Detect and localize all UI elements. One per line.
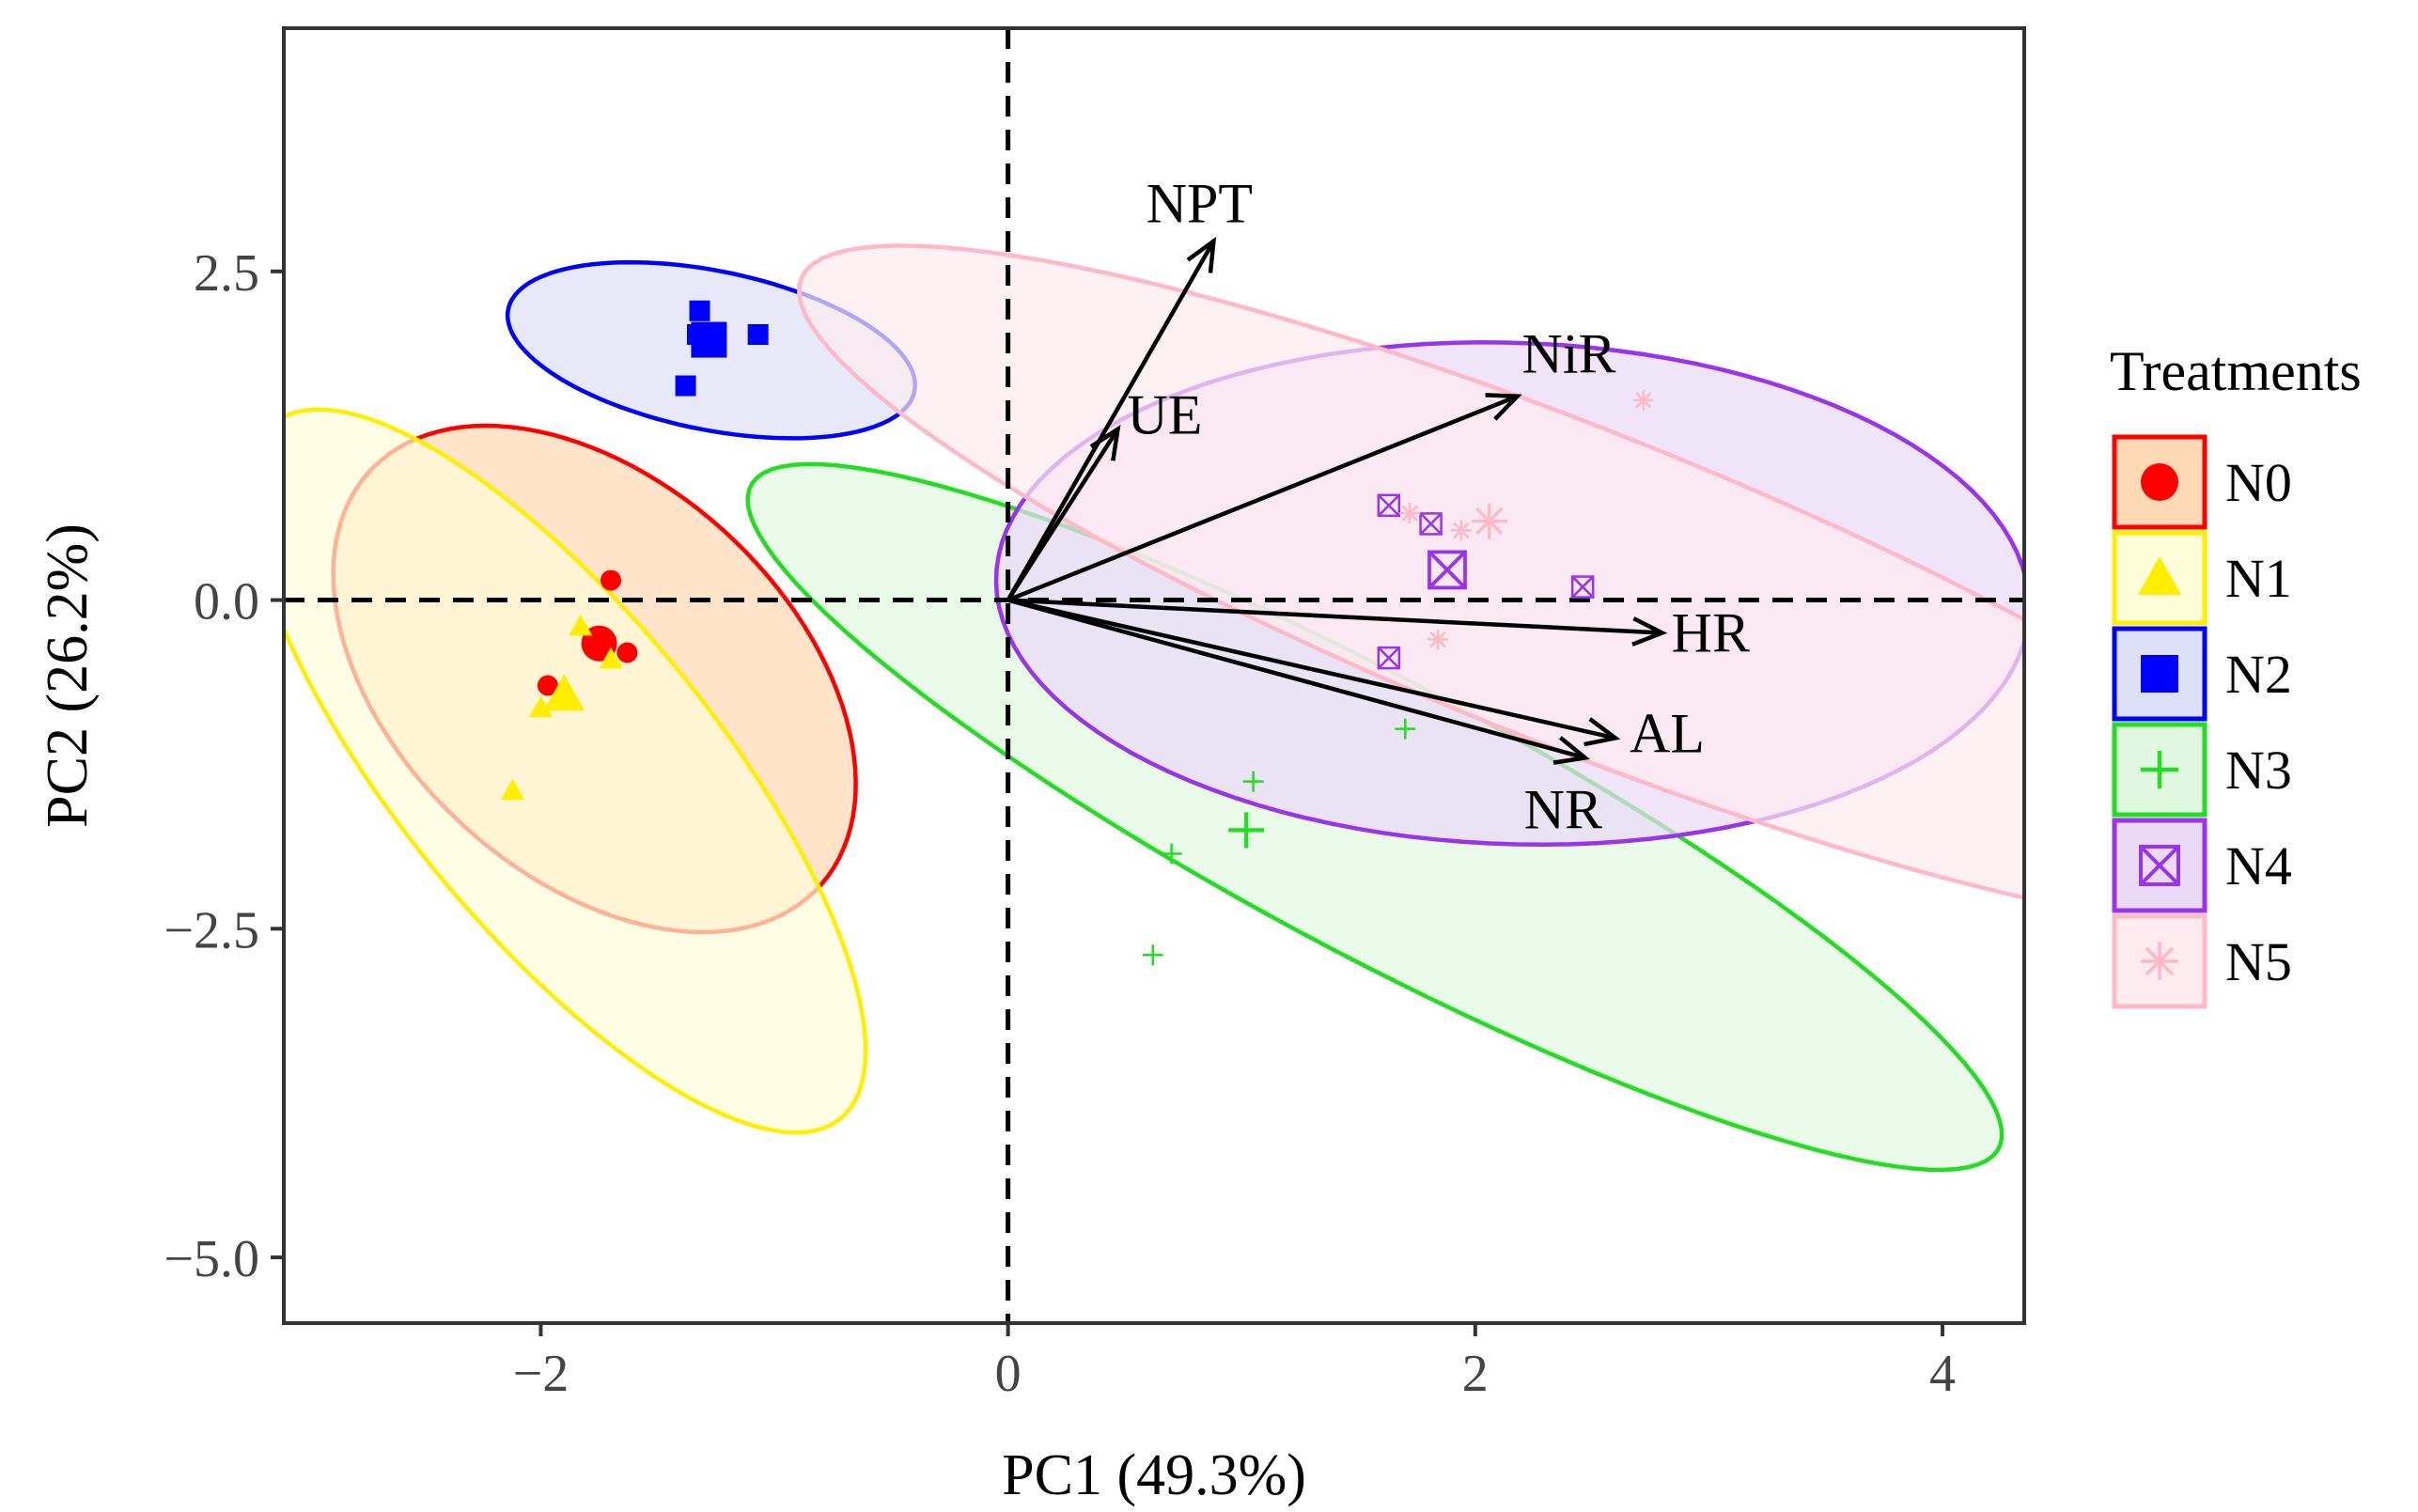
point-n4 [1419,512,1443,536]
loading-nr [1007,598,1590,765]
point-n2 [675,375,696,397]
legend-label-n2: N2 [2225,644,2292,705]
ellipse-n5 [797,243,2024,900]
legend-item-n0: N0 [2112,434,2292,530]
loading-nir [1006,393,1522,602]
legend-label-n1: N1 [2225,548,2292,609]
point-n4 [1377,493,1401,518]
x-axis-label: PC1 (49.3%) [1002,1443,1306,1507]
data-points [500,300,1654,966]
point-n5 [1450,520,1472,541]
point-n1 [569,614,593,636]
centroid-n5 [1471,503,1507,539]
y-axis-label: PC2 (26.2%) [36,523,100,828]
centroid-n1 [543,674,585,711]
point-n0 [616,642,638,663]
point-n1 [599,647,623,669]
y-tick-label: −5.0 [164,1230,259,1288]
loading-label-hr: HR [1672,602,1750,664]
loading-label-npt: NPT [1147,173,1253,235]
x-tick-label: 4 [1929,1345,1956,1403]
y-tick-label: 2.5 [194,244,259,303]
legend-item-n4: N4 [2112,818,2292,913]
y-tick-label: −2.5 [164,901,259,959]
centroid-n4 [1427,550,1467,590]
centroid-n2 [691,321,727,358]
loading-hr [1007,598,1668,647]
legend-label-n0: N0 [2225,452,2292,513]
x-axis-ticks: −2 0 2 4 [513,1323,1956,1403]
loading-arrows: NPT UE NiR HR AL NR [1006,173,1750,840]
point-n5 [1632,389,1654,411]
point-n4 [1570,575,1595,599]
point-n3 [1395,718,1416,740]
legend-title: Treatments [2110,340,2362,402]
loading-ue [1006,425,1121,601]
point-n5 [1427,629,1449,650]
point-n2 [689,300,710,321]
plot-frame [282,26,2026,1325]
point-n3 [1142,944,1163,966]
reference-lines [284,28,2024,1323]
legend-marker-n2 [2141,655,2178,693]
point-n4 [1377,646,1401,670]
legend-marker-n3 [2141,751,2178,788]
loading-npt [1006,236,1217,601]
legend-item-n5: N5 [2112,913,2292,1009]
legend-marker-n4 [2139,845,2180,886]
legend-label-n5: N5 [2225,931,2292,992]
legend-marker-n5 [2141,943,2178,980]
point-n2 [747,323,769,345]
legend-item-n3: N3 [2112,722,2292,818]
point-n3 [1161,843,1182,865]
confidence-ellipses [284,243,2024,1173]
ellipse-n1 [284,407,868,1135]
point-n1 [528,695,554,718]
y-tick-label: 0.0 [194,573,259,631]
loading-label-ue: UE [1127,384,1202,446]
loading-label-al: AL [1630,702,1705,764]
centroid-n3 [1228,812,1265,849]
y-axis-ticks: 2.5 0.0 −2.5 −5.0 [164,244,284,1288]
legend-item-n1: N1 [2112,530,2292,626]
legend-marker-n0 [2141,463,2178,501]
x-tick-label: −2 [513,1345,569,1403]
x-tick-label: 2 [1462,1345,1489,1403]
legend-marker-n1 [2138,556,2181,595]
point-n1 [500,778,525,801]
point-n0 [601,569,622,591]
loading-label-nr: NR [1524,778,1602,840]
legend-item-n2: N2 [2112,626,2292,722]
legend: Treatments N0 N1 N2 N3 N4 N5 [2110,340,2362,1009]
legend-label-n4: N4 [2225,835,2292,896]
point-n5 [1399,503,1421,524]
point-n0 [537,675,558,696]
loading-al [1007,598,1621,747]
point-n3 [1242,771,1264,792]
loading-label-nir: NiR [1522,323,1616,385]
x-tick-label: 0 [995,1345,1022,1403]
legend-label-n3: N3 [2225,740,2292,801]
